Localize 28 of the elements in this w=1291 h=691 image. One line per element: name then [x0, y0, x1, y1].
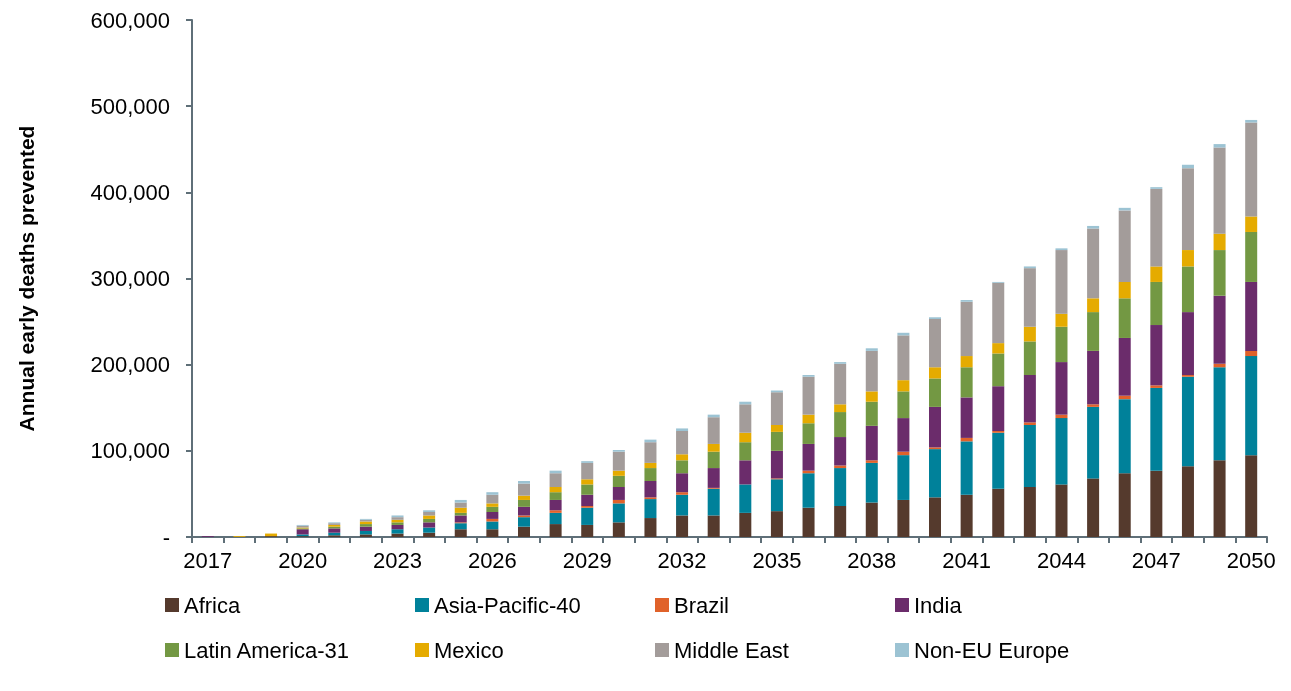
legend-label: Latin America-31 [184, 637, 350, 663]
y-tick-label: 200,000 [90, 352, 170, 378]
y-tick-label: 500,000 [90, 93, 170, 119]
y-tick-label: 600,000 [90, 7, 170, 33]
y-tick-label: - [162, 524, 170, 550]
y-tick-label: 400,000 [90, 179, 170, 205]
x-tick-label: 2017 [183, 547, 233, 573]
x-tick-label: 2041 [942, 547, 992, 573]
y-tick-label: 100,000 [90, 438, 170, 464]
legend-label: Asia-Pacific-40 [434, 592, 581, 618]
legend-label: Mexico [434, 637, 504, 663]
x-tick-label: 2026 [467, 547, 517, 573]
x-tick-label: 2020 [278, 547, 328, 573]
x-tick-label: 2044 [1037, 547, 1086, 573]
x-tick-label: 2047 [1131, 547, 1181, 573]
x-tick-label: 2050 [1226, 547, 1276, 573]
x-tick-label: 2023 [373, 547, 422, 573]
y-axis-title: Annual early deaths prevented [15, 125, 38, 432]
legend-label: India [914, 592, 963, 618]
legend-label: Middle East [674, 637, 789, 663]
x-tick-label: 2029 [562, 547, 612, 573]
x-tick-label: 2035 [752, 547, 802, 573]
x-tick-label: 2038 [847, 547, 897, 573]
legend-label: Brazil [674, 592, 730, 618]
y-tick-label: 300,000 [90, 266, 170, 291]
legend-label: Non-EU Europe [914, 637, 1070, 663]
legend-label: Africa [184, 592, 241, 618]
x-tick-label: 2032 [657, 547, 707, 573]
